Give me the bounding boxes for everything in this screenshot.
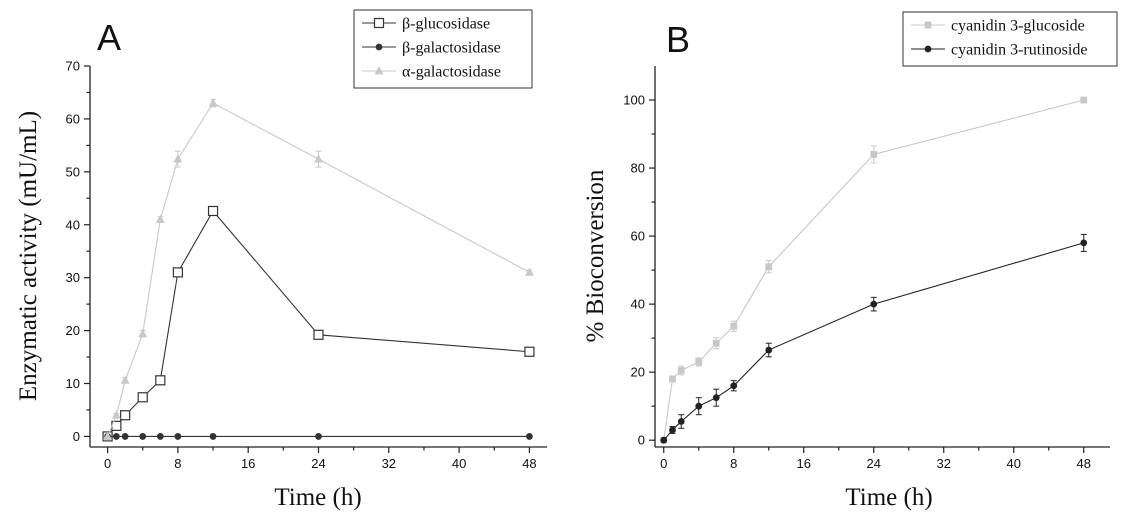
legend-label: α-galactosidase bbox=[402, 64, 501, 81]
data-point bbox=[712, 394, 720, 402]
y-tick-label: 40 bbox=[66, 217, 80, 232]
series-line bbox=[663, 242, 1084, 441]
legend: cyanidin 3-glucoside cyanidin 3-rutinosid… bbox=[902, 11, 1118, 67]
series-0 bbox=[660, 96, 1088, 444]
x-tick-label: 32 bbox=[937, 456, 951, 471]
data-point bbox=[111, 410, 121, 419]
y-tick-label: 40 bbox=[631, 297, 645, 312]
data-point bbox=[138, 328, 148, 338]
series-line bbox=[107, 210, 530, 437]
data-point bbox=[173, 154, 183, 163]
x-tick-label: 0 bbox=[660, 456, 667, 471]
data-point bbox=[112, 433, 120, 440]
data-point bbox=[695, 358, 703, 366]
y-axis-title: Enzymatic activity (mU/mL) bbox=[15, 111, 42, 401]
x-tick-label: 48 bbox=[1077, 456, 1091, 471]
data-point bbox=[315, 433, 322, 440]
data-point bbox=[103, 431, 113, 440]
x-tick-label: 0 bbox=[104, 456, 111, 471]
y-tick-label: 100 bbox=[623, 93, 645, 108]
x-tick-label: 8 bbox=[730, 456, 737, 471]
x-tick-label: 40 bbox=[1007, 456, 1021, 471]
data-point bbox=[313, 329, 324, 340]
legend-box bbox=[902, 11, 1118, 67]
data-point bbox=[669, 375, 676, 383]
data-point bbox=[137, 392, 148, 403]
series-1 bbox=[104, 433, 533, 440]
data-point bbox=[1080, 96, 1088, 104]
data-point bbox=[660, 436, 668, 444]
x-tick-label: 8 bbox=[174, 456, 181, 471]
panel-b: B 0 8 16 24 32 40 48 0 20 40 60 80 100 Time (h) % Bioco… bbox=[582, 11, 1118, 511]
data-point bbox=[677, 418, 685, 425]
data-point bbox=[677, 367, 685, 374]
legend-marker bbox=[375, 43, 383, 51]
series-2 bbox=[103, 98, 534, 440]
data-point bbox=[1080, 239, 1088, 247]
y-tick-label: 10 bbox=[66, 376, 80, 391]
y-tick-label: 20 bbox=[631, 365, 645, 380]
data-point bbox=[870, 151, 878, 158]
data-point bbox=[174, 433, 182, 440]
y-tick-label: 20 bbox=[66, 323, 80, 338]
data-point bbox=[208, 98, 218, 107]
panel-a: A 0 8 16 24 32 40 48 0 10 20 30 40 50 60 70 Time (h) Enzy… bbox=[15, 9, 547, 511]
x-tick-label: 24 bbox=[867, 456, 881, 471]
data-point bbox=[526, 433, 533, 440]
data-point bbox=[765, 346, 773, 354]
data-point bbox=[669, 426, 676, 434]
panel-letter: A bbox=[97, 17, 121, 58]
series-1 bbox=[660, 233, 1088, 444]
x-tick-label: 24 bbox=[311, 456, 325, 471]
data-point bbox=[172, 267, 183, 278]
x-axis-title: Time (h) bbox=[274, 484, 361, 511]
y-axis-title: % Bioconversion bbox=[582, 169, 609, 342]
x-tick-label: 32 bbox=[382, 456, 396, 471]
data-point bbox=[524, 267, 534, 276]
data-point bbox=[121, 433, 129, 440]
legend-marker bbox=[924, 21, 932, 29]
panel-letter: B bbox=[666, 19, 690, 60]
data-point bbox=[870, 300, 878, 308]
data-point bbox=[207, 205, 219, 217]
data-point bbox=[765, 263, 773, 271]
data-point bbox=[209, 433, 217, 440]
legend: β-glucosidase β-galactosidase α-galactosid… bbox=[353, 9, 533, 89]
x-tick-label: 40 bbox=[452, 456, 466, 471]
y-tick-label: 70 bbox=[66, 59, 80, 74]
data-point bbox=[156, 433, 164, 440]
legend-label: cyanidin 3-glucoside bbox=[951, 18, 1085, 35]
y-tick-label: 0 bbox=[638, 433, 645, 448]
data-point bbox=[155, 375, 166, 386]
data-point bbox=[139, 433, 147, 440]
data-point bbox=[712, 339, 720, 347]
legend-label: β-glucosidase bbox=[402, 16, 490, 33]
x-tick-label: 16 bbox=[797, 456, 811, 471]
y-tick-label: 80 bbox=[631, 161, 645, 176]
data-point bbox=[120, 410, 131, 421]
data-point bbox=[524, 346, 535, 357]
y-tick-label: 50 bbox=[66, 164, 80, 179]
y-tick-label: 0 bbox=[73, 429, 80, 444]
y-tick-label: 60 bbox=[631, 229, 645, 244]
data-point bbox=[314, 154, 323, 163]
series-0 bbox=[102, 205, 535, 442]
data-point bbox=[730, 382, 738, 390]
x-tick-label: 48 bbox=[522, 456, 536, 471]
x-tick-label: 16 bbox=[241, 456, 255, 471]
y-tick-label: 30 bbox=[66, 270, 80, 285]
legend-marker bbox=[373, 17, 385, 29]
legend-label: cyanidin 3-rutinoside bbox=[951, 42, 1087, 59]
data-point bbox=[695, 402, 703, 410]
legend-label: β-galactosidase bbox=[402, 40, 501, 57]
x-axis-title: Time (h) bbox=[845, 484, 932, 511]
data-point bbox=[730, 322, 738, 330]
data-point bbox=[155, 214, 165, 223]
legend-marker bbox=[924, 45, 932, 53]
data-point bbox=[120, 375, 130, 384]
y-tick-label: 60 bbox=[66, 111, 80, 126]
legend-marker bbox=[374, 66, 384, 75]
